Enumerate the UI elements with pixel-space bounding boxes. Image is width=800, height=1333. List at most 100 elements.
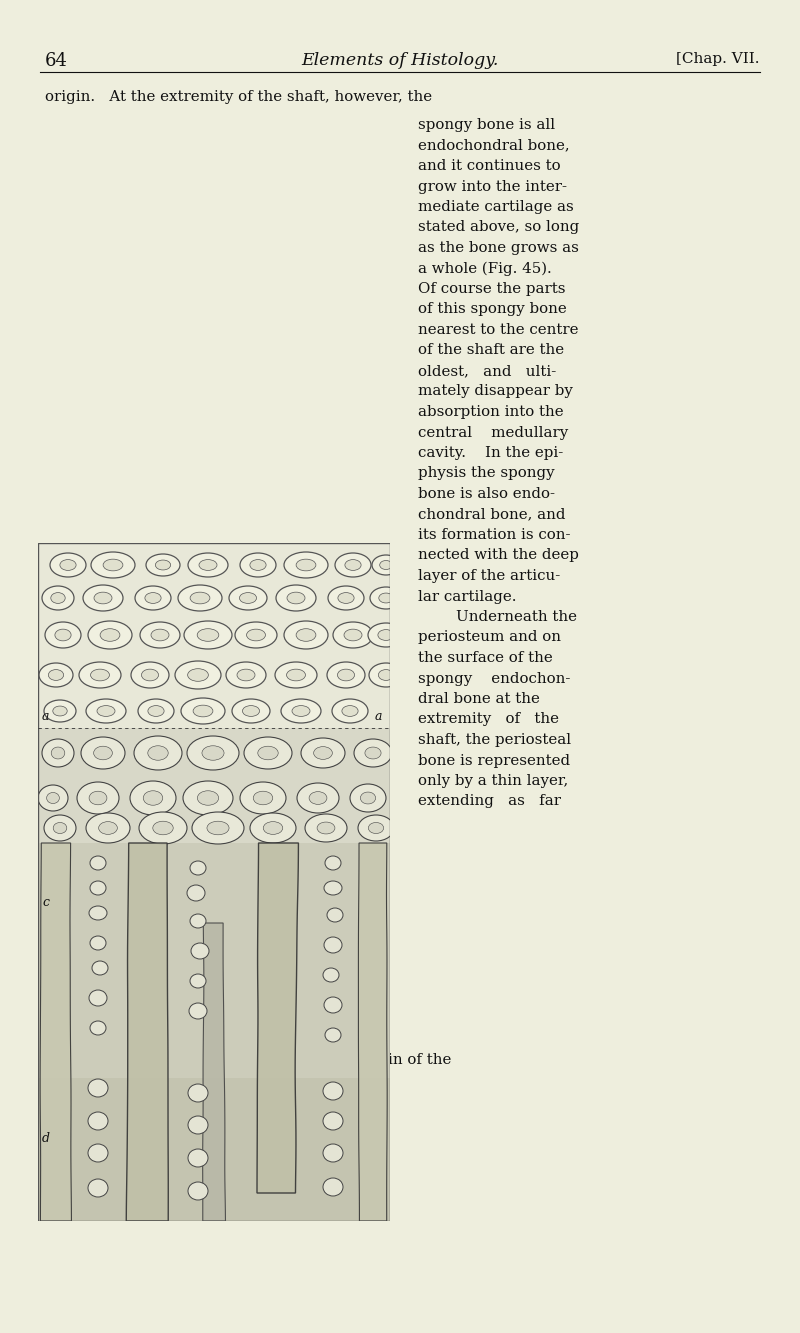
Bar [38,543,390,728]
Ellipse shape [55,629,71,641]
Ellipse shape [131,663,169,688]
Ellipse shape [151,629,169,641]
Bar [38,1078,390,1221]
Ellipse shape [60,560,76,571]
Text: the surface of the: the surface of the [418,651,553,665]
Text: origin.   At the extremity of the shaft, however, the: origin. At the extremity of the shaft, h… [45,91,432,104]
Ellipse shape [94,592,112,604]
Text: grow into the inter-: grow into the inter- [418,180,567,193]
Ellipse shape [90,881,106,894]
Text: bone is represented: bone is represented [418,753,570,768]
Ellipse shape [88,1144,108,1162]
Ellipse shape [296,629,316,641]
Ellipse shape [323,1144,343,1162]
Text: this zone there is more bone formed : the: this zone there is more bone formed : th… [45,989,287,1001]
Text: as the periosteum reaches, e.g.,  to the margin of the: as the periosteum reaches, e.g., to the … [45,1053,451,1066]
Ellipse shape [317,822,335,834]
Text: its formation is con-: its formation is con- [418,528,570,543]
Ellipse shape [155,560,170,571]
Ellipse shape [146,555,180,576]
Ellipse shape [197,629,219,641]
Text: vested in osseous substance, shaded light in: vested in osseous substance, shaded ligh… [45,926,304,940]
Ellipse shape [86,698,126,722]
Polygon shape [358,842,387,1221]
Ellipse shape [100,629,120,641]
Ellipse shape [332,698,368,722]
Ellipse shape [345,560,361,571]
Ellipse shape [276,585,316,611]
Ellipse shape [53,706,67,716]
Text: physis the spongy: physis the spongy [418,467,554,480]
Ellipse shape [365,746,381,758]
Ellipse shape [263,821,282,834]
Text: stated above, so long: stated above, so long [418,220,579,235]
Ellipse shape [207,821,229,834]
Text: [Chap. VII.: [Chap. VII. [677,52,760,67]
Ellipse shape [244,737,292,769]
Ellipse shape [188,553,228,577]
Ellipse shape [239,593,257,604]
Bar [38,728,390,842]
Ellipse shape [305,814,347,842]
Text: d: d [42,1132,50,1145]
Ellipse shape [148,705,164,716]
Ellipse shape [254,792,273,805]
Ellipse shape [237,669,255,681]
Ellipse shape [103,559,123,571]
Ellipse shape [258,746,278,760]
Ellipse shape [324,881,342,894]
Text: periosteum and on: periosteum and on [418,631,561,644]
Text: c: c [42,897,49,909]
Ellipse shape [250,560,266,571]
Ellipse shape [284,621,328,649]
Ellipse shape [188,1116,208,1134]
Ellipse shape [240,782,286,814]
Ellipse shape [83,585,123,611]
Ellipse shape [202,745,224,760]
Text: a, Intermediary cartilage ; b, zone of calcified: a, Intermediary cartilage ; b, zone of c… [45,880,313,893]
Ellipse shape [190,914,206,928]
Ellipse shape [188,1084,208,1102]
Polygon shape [202,922,226,1221]
Polygon shape [126,842,168,1221]
Text: zone. (Atlas.): zone. (Atlas.) [45,1020,122,1033]
Text: cavity.    In the epi-: cavity. In the epi- [418,447,563,460]
Ellipse shape [246,629,266,641]
Ellipse shape [90,1021,106,1034]
Ellipse shape [183,781,233,814]
Ellipse shape [178,585,222,611]
Text: 64: 64 [45,52,68,71]
Ellipse shape [140,623,180,648]
Text: a: a [42,710,50,722]
Ellipse shape [284,552,328,579]
Ellipse shape [48,669,64,680]
Ellipse shape [333,623,373,648]
Ellipse shape [287,592,305,604]
Ellipse shape [378,669,394,680]
Ellipse shape [94,746,112,760]
Ellipse shape [192,812,244,844]
Ellipse shape [199,560,217,571]
Ellipse shape [309,792,327,804]
Ellipse shape [86,813,130,842]
Ellipse shape [240,553,276,577]
Polygon shape [40,842,71,1221]
Ellipse shape [190,861,206,874]
Ellipse shape [327,663,365,688]
Text: shaft, the periosteal: shaft, the periosteal [418,733,571,746]
Ellipse shape [286,669,306,681]
Ellipse shape [232,698,270,722]
Ellipse shape [281,698,321,722]
Text: spongy    endochon-: spongy endochon- [418,672,570,685]
Ellipse shape [323,1178,343,1196]
Ellipse shape [184,621,232,649]
Ellipse shape [79,663,121,688]
Ellipse shape [90,856,106,870]
Ellipse shape [235,623,277,648]
Text: cartilage ; c, zone, in which the calcified: cartilage ; c, zone, in which the calcif… [45,896,282,909]
Ellipse shape [98,821,118,834]
Ellipse shape [342,705,358,716]
Ellipse shape [53,822,67,833]
Ellipse shape [190,592,210,604]
Text: Underneath the: Underneath the [418,611,577,624]
